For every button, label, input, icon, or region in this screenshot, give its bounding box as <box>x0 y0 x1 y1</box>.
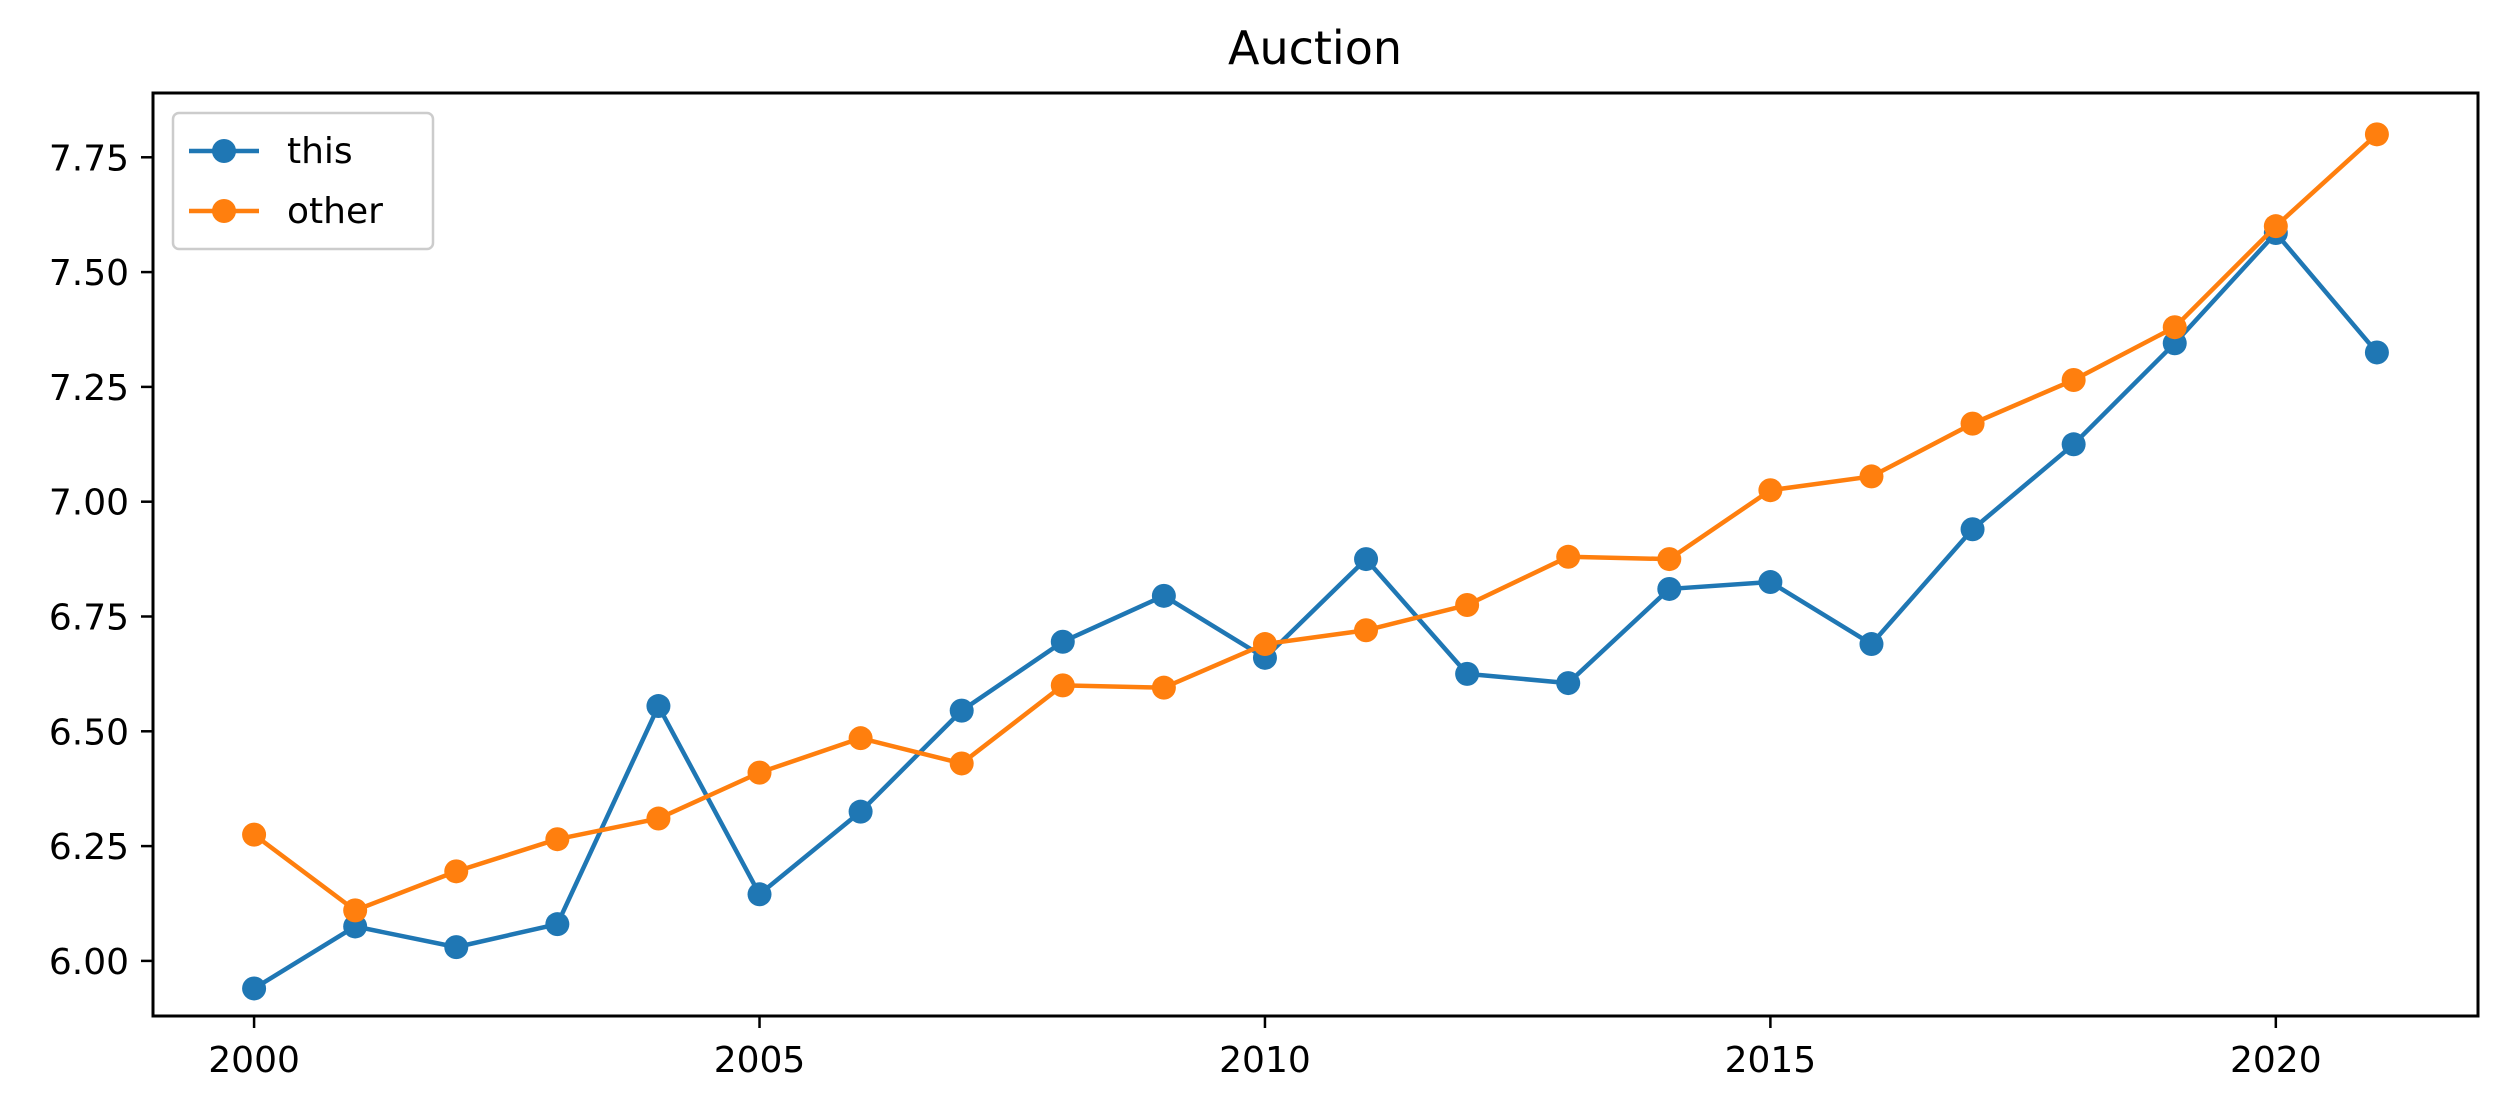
data-point-this <box>949 698 974 723</box>
data-point-other <box>242 822 267 847</box>
x-tick-label: 2010 <box>1219 1040 1311 1081</box>
data-point-this <box>747 882 772 907</box>
data-point-this <box>848 799 873 824</box>
y-tick-label: 7.25 <box>49 368 129 409</box>
data-point-other <box>848 726 873 751</box>
data-point-other <box>444 859 469 884</box>
data-point-this <box>1960 517 1985 542</box>
data-point-this <box>1050 629 1075 654</box>
data-point-other <box>545 827 570 852</box>
data-point-other <box>949 751 974 776</box>
x-tick-label: 2015 <box>1725 1040 1817 1081</box>
y-tick-label: 6.25 <box>49 827 129 868</box>
data-point-this <box>646 694 671 719</box>
y-tick-label: 6.50 <box>49 712 129 753</box>
data-point-other <box>1657 547 1682 572</box>
legend-marker-other <box>212 199 236 223</box>
plot-area <box>242 122 2389 1001</box>
data-point-this <box>242 976 267 1001</box>
data-point-other <box>2061 368 2086 393</box>
data-point-other <box>2364 122 2389 147</box>
data-point-this <box>1151 583 1176 608</box>
y-tick-label: 7.00 <box>49 483 129 524</box>
data-point-this <box>444 935 469 960</box>
data-point-other <box>646 806 671 831</box>
legend-label-other: other <box>287 191 383 232</box>
x-tick-label: 2000 <box>208 1040 300 1081</box>
series-line-this <box>251 230 2380 991</box>
data-point-other <box>1758 478 1783 503</box>
data-point-this <box>1758 570 1783 595</box>
data-point-this <box>2364 340 2389 365</box>
data-point-this <box>1657 576 1682 601</box>
data-point-other <box>1151 675 1176 700</box>
legend-marker-this <box>212 139 236 163</box>
plot-frame <box>151 91 2480 1018</box>
data-point-this <box>1556 671 1581 696</box>
data-point-other <box>1050 673 1075 698</box>
x-tick-label: 2020 <box>2230 1040 2322 1081</box>
data-point-other <box>747 760 772 785</box>
data-point-other <box>2263 214 2288 239</box>
y-tick-label: 6.75 <box>49 597 129 638</box>
data-point-other <box>1859 464 1884 489</box>
data-point-other <box>1455 593 1480 618</box>
data-point-other <box>1556 544 1581 569</box>
legend-box <box>171 111 435 251</box>
data-point-this <box>1455 661 1480 686</box>
data-point-other <box>1354 618 1379 643</box>
data-point-other <box>1960 411 1985 436</box>
data-point-this <box>1859 632 1884 657</box>
legend-label-this: this <box>287 131 353 172</box>
axes: 2000 2005 2010 2015 2020 6.00 6.25 6.50 6.75 7.00… <box>49 138 2322 1081</box>
chart-title: Auction <box>1228 21 1402 75</box>
series-line-other <box>251 132 2380 913</box>
y-tick-label: 7.75 <box>49 138 129 179</box>
data-point-other <box>2162 315 2187 340</box>
y-tick-label: 6.00 <box>49 942 129 983</box>
data-point-this <box>2061 432 2086 457</box>
data-point-this <box>545 912 570 937</box>
legend: this other <box>171 111 435 251</box>
data-point-this <box>1354 547 1379 572</box>
x-tick-label: 2005 <box>714 1040 806 1081</box>
y-tick-label: 7.50 <box>49 253 129 294</box>
data-point-other <box>343 898 368 923</box>
data-point-other <box>1252 632 1277 657</box>
